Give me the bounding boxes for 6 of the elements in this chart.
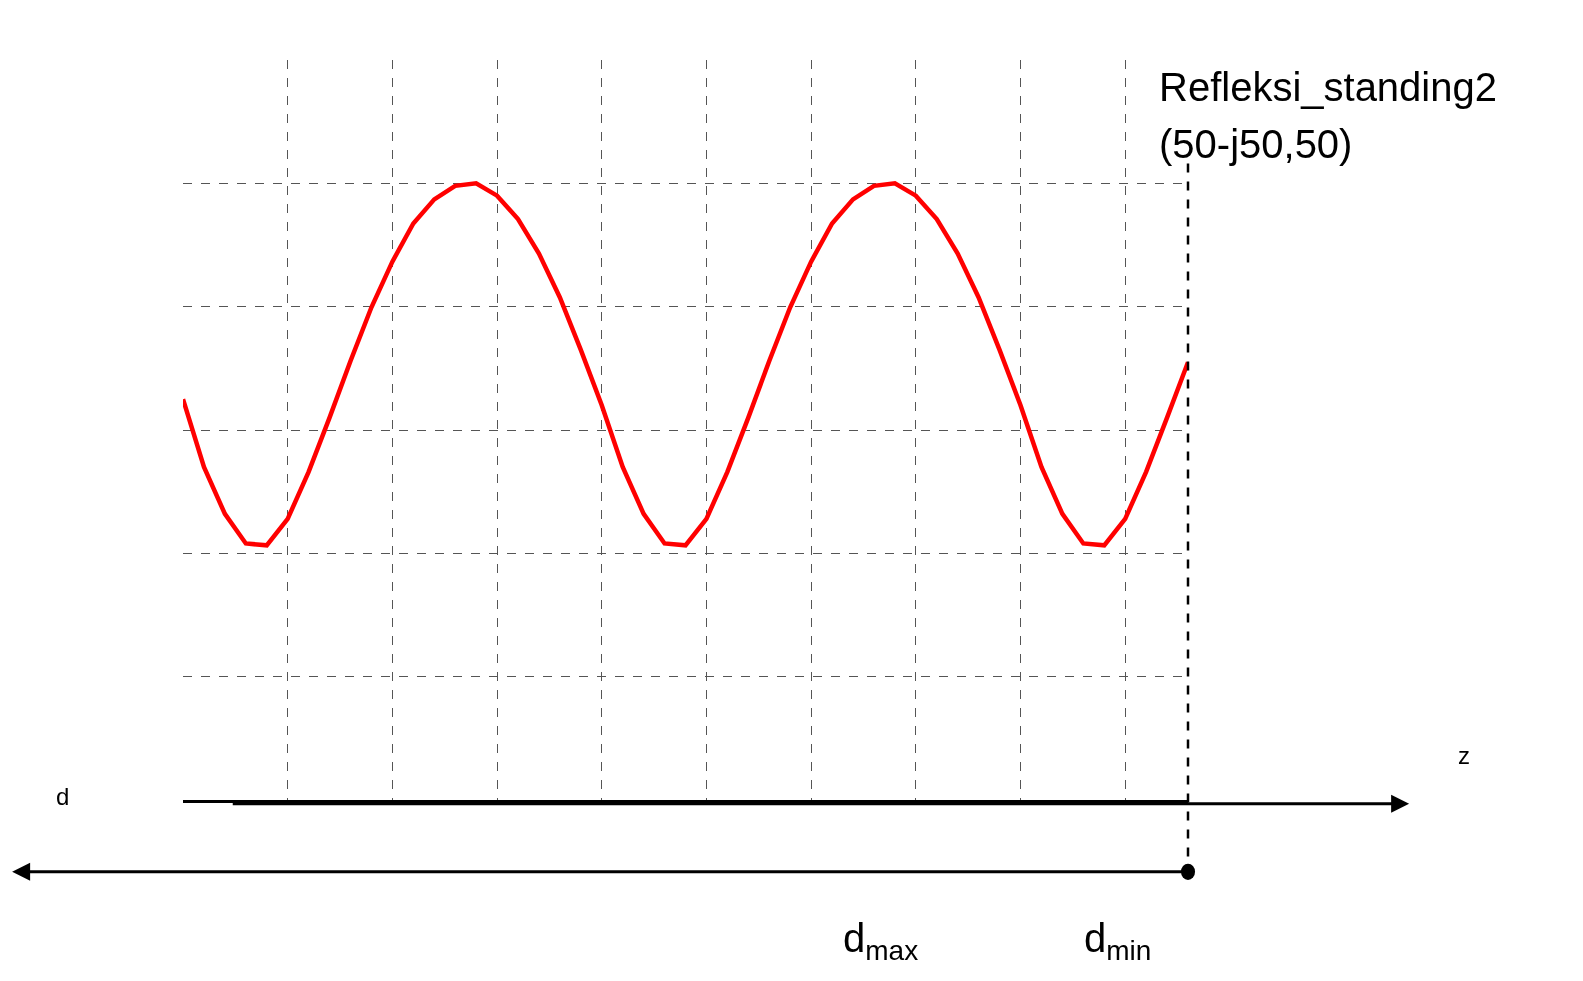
text: d$_{max}$ — [843, 916, 919, 967]
text: d — [56, 783, 70, 810]
text: z — [1458, 742, 1470, 769]
text: d$_{min}$ — [1084, 916, 1152, 967]
text: Refleksi_standing2 — [1159, 65, 1497, 109]
text: (50-j50,50) — [1159, 122, 1353, 166]
